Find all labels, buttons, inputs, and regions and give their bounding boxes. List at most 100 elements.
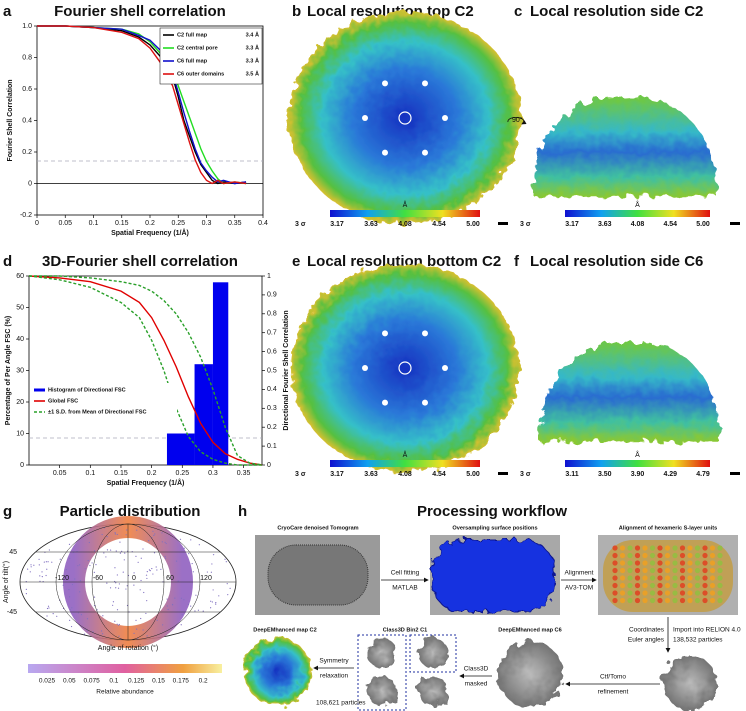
- hexamer-unit: [619, 597, 626, 604]
- particle-dot: [160, 568, 162, 571]
- particle-dot: [215, 602, 217, 604]
- particle-dot: [164, 557, 167, 559]
- panel-letter: d: [3, 253, 12, 270]
- particle-dot: [83, 633, 86, 635]
- hexamer-unit: [619, 545, 626, 551]
- particle-dot: [180, 597, 183, 599]
- particle-count: 108,621 particles: [316, 700, 366, 707]
- particle-dot: [152, 573, 154, 575]
- particle-dot: [167, 608, 169, 611]
- particle-dot: [192, 571, 194, 573]
- hexamer-unit: [672, 590, 678, 596]
- y2-tick-label: 0.4: [267, 386, 277, 393]
- panel-letter: h: [238, 503, 247, 520]
- hexamer-unit: [634, 552, 641, 559]
- hexamer-unit: [612, 582, 618, 589]
- particle-dot: [118, 635, 120, 637]
- hexamer-unit: [679, 597, 686, 604]
- particle-dot: [187, 603, 190, 605]
- y-tick-label: 0.2: [22, 149, 32, 156]
- x-tick-label: 0.1: [89, 220, 99, 227]
- particle-dot: [179, 538, 182, 540]
- y2-tick-label: 0.8: [267, 311, 277, 318]
- hexamer-unit: [702, 590, 708, 596]
- y-tick-label: 50: [16, 304, 24, 311]
- particle-dot: [123, 559, 125, 561]
- legend-value: 3.3 Å: [246, 44, 259, 51]
- particle-dot: [118, 623, 121, 626]
- particle-dot: [109, 549, 112, 551]
- particle-dot: [30, 564, 32, 566]
- pore-hole: [382, 399, 388, 406]
- hexamer-unit: [694, 582, 701, 589]
- hexamer-unit: [709, 582, 716, 589]
- colorbar-tick: 3.11: [565, 471, 578, 478]
- colorbar-tick: 0.125: [128, 678, 145, 685]
- particle-dot: [47, 605, 50, 607]
- transition-label: Alignment: [565, 570, 594, 577]
- particle-dot: [162, 624, 164, 626]
- panel-letter: c: [514, 3, 522, 20]
- hexamer-unit: [664, 575, 671, 581]
- legend-value: 3.4 Å: [246, 31, 259, 38]
- particle-dot: [47, 561, 49, 563]
- colorbar-tick: 3.17: [565, 221, 579, 228]
- particle-dot: [165, 542, 167, 545]
- particle-dot: [91, 562, 93, 564]
- rotation-label: 90°: [512, 116, 523, 124]
- particle-dot: [210, 600, 212, 602]
- hexamer-unit: [687, 590, 693, 596]
- particle-dot: [79, 591, 81, 593]
- transition-label: Import into RELION 4.0: [673, 627, 741, 634]
- hexamer-unit: [709, 597, 716, 604]
- colorbar-tick: 4.79: [696, 471, 710, 478]
- panel-title: Local resolution side C6: [530, 253, 703, 270]
- hexamer-unit: [649, 560, 656, 566]
- sigma-label: 3 σ: [295, 221, 306, 228]
- particle-dot: [116, 533, 118, 536]
- hexamer-unit: [634, 567, 641, 574]
- pore-hole: [422, 80, 428, 87]
- y2-axis-label: Directional Fourier Shell Correlation: [283, 310, 290, 430]
- hexamer-unit: [679, 545, 686, 551]
- particle-dot: [136, 529, 138, 531]
- hexamer-unit: [649, 567, 656, 574]
- particle-dot: [166, 598, 168, 600]
- particle-dot: [183, 547, 185, 549]
- hexamer-unit: [627, 575, 633, 581]
- hexamer-unit: [619, 567, 626, 574]
- particle-dot: [210, 607, 212, 609]
- particle-dot: [161, 532, 163, 534]
- relion-map: [663, 656, 717, 710]
- hexamer-unit: [664, 552, 671, 559]
- particle-dot: [183, 599, 185, 601]
- x-tick-label: 0.05: [58, 220, 72, 227]
- particle-dot: [48, 549, 50, 551]
- particle-dot: [166, 605, 168, 607]
- pore-hole: [422, 149, 428, 156]
- hexamer-unit: [709, 560, 716, 566]
- particle-dot: [114, 567, 116, 569]
- particle-dot: [137, 638, 139, 640]
- series-line: [37, 25, 247, 185]
- particle-dot: [101, 633, 104, 635]
- y-tick-label: 30: [16, 367, 24, 374]
- colorbar-tick: 0.2: [199, 678, 208, 685]
- colorbar-tick: 4.54: [432, 471, 446, 478]
- lat-label: -45: [7, 609, 17, 616]
- particle-dot: [38, 558, 40, 561]
- particle-dot: [115, 587, 117, 589]
- colorbar-tick: 5.00: [466, 471, 480, 478]
- legend-label: Histogram of Directional FSC: [48, 387, 126, 393]
- hexamer-unit: [672, 575, 678, 581]
- map-c2-image: [244, 638, 312, 706]
- particle-dot: [96, 609, 98, 611]
- particle-dot: [33, 564, 35, 566]
- particle-dot: [30, 566, 32, 568]
- colorbar-tick: 4.54: [663, 221, 677, 228]
- class-map: [367, 676, 397, 706]
- particle-dot: [195, 594, 197, 596]
- hexamer-unit: [679, 590, 686, 596]
- lon-label: 0: [132, 575, 136, 582]
